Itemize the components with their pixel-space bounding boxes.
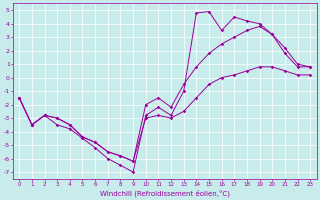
X-axis label: Windchill (Refroidissement éolien,°C): Windchill (Refroidissement éolien,°C) xyxy=(100,189,230,197)
